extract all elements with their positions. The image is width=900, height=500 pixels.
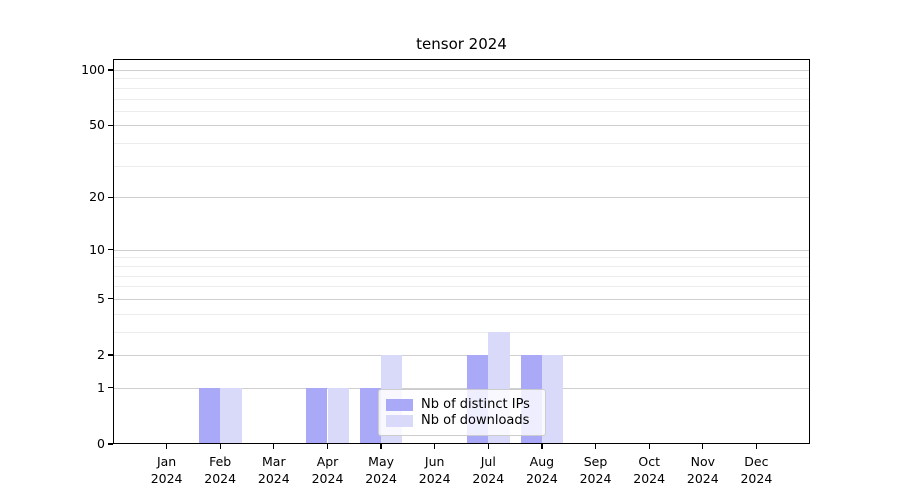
y-tick-mark — [108, 298, 113, 300]
legend-swatch-distinct-ips — [386, 398, 413, 411]
y-gridline-minor — [113, 275, 810, 277]
x-tick-label: Jan 2024 — [150, 454, 183, 486]
legend-label-distinct-ips: Nb of distinct IPs — [421, 397, 530, 412]
y-gridline-major — [113, 197, 810, 199]
x-tick-mark — [434, 444, 436, 449]
bar-downloads — [327, 387, 349, 444]
bar-downloads — [541, 355, 564, 444]
chart-title: tensor 2024 — [416, 35, 507, 53]
x-tick-label: Jul 2024 — [472, 454, 505, 486]
x-tick-label: Jun 2024 — [418, 454, 451, 486]
x-tick-mark — [594, 444, 597, 449]
x-tick-label: Oct 2024 — [633, 454, 666, 486]
x-tick-mark — [541, 444, 543, 449]
y-tick-label: 1 — [97, 379, 105, 395]
y-gridline-minor — [113, 78, 810, 80]
x-tick-label: May 2024 — [365, 454, 397, 486]
y-gridline-minor — [113, 110, 810, 112]
y-gridline-major — [113, 249, 810, 251]
y-tick-label: 100 — [81, 61, 105, 77]
legend-label-downloads: Nb of downloads — [421, 413, 530, 428]
y-gridline-minor — [113, 286, 810, 288]
y-tick-mark — [108, 354, 113, 356]
y-gridline-major — [113, 125, 810, 127]
y-tick-label: 2 — [97, 347, 105, 362]
x-tick-label: Nov 2024 — [686, 454, 719, 486]
plot-area — [113, 59, 810, 444]
x-tick-label: Aug 2024 — [525, 454, 558, 486]
y-gridline-minor — [113, 331, 810, 333]
bar-distinct-ips — [306, 387, 328, 444]
y-gridline-minor — [113, 143, 810, 144]
y-gridline-major — [113, 355, 810, 356]
legend-item-distinct-ips: Nb of distinct IPs — [386, 397, 537, 412]
y-gridline-minor — [113, 265, 810, 267]
y-tick-mark — [108, 69, 113, 71]
x-tick-mark — [648, 444, 650, 449]
x-tick-mark — [380, 444, 382, 449]
y-gridline-minor — [113, 313, 810, 315]
bar-distinct-ips — [198, 387, 221, 444]
y-gridline-minor — [113, 165, 810, 167]
y-tick-label: 10 — [89, 241, 105, 257]
x-tick-mark — [273, 444, 275, 449]
y-gridline-minor — [113, 257, 810, 259]
y-tick-label: 5 — [97, 290, 105, 306]
y-tick-mark — [108, 387, 113, 389]
x-tick-mark — [165, 444, 168, 449]
x-tick-label: Feb 2024 — [204, 454, 237, 486]
x-tick-mark — [702, 444, 704, 449]
legend-swatch-downloads — [386, 414, 413, 427]
legend: Nb of distinct IPs Nb of downloads — [378, 389, 546, 436]
y-tick-label: 0 — [97, 436, 105, 451]
y-tick-mark — [108, 124, 113, 126]
y-tick-mark — [108, 196, 113, 198]
y-tick-label: 20 — [89, 189, 105, 205]
y-gridline-minor — [113, 87, 810, 89]
y-tick-mark — [108, 248, 113, 251]
x-tick-label: Sep 2024 — [579, 454, 612, 486]
y-tick-label: 50 — [89, 117, 105, 133]
y-gridline-major — [113, 387, 810, 389]
x-tick-label: Dec 2024 — [740, 454, 773, 486]
x-tick-mark — [326, 444, 329, 449]
x-tick-label: Mar 2024 — [257, 454, 290, 486]
x-tick-mark — [755, 444, 758, 449]
bar-distinct-ips — [359, 387, 381, 444]
y-gridline-major — [113, 298, 810, 300]
x-tick-mark — [219, 444, 221, 449]
x-tick-label: Apr 2024 — [311, 454, 344, 486]
bar-downloads — [220, 387, 242, 444]
x-tick-mark — [487, 444, 489, 449]
y-gridline-minor — [113, 98, 810, 100]
legend-item-downloads: Nb of downloads — [386, 413, 537, 428]
y-gridline-major — [113, 69, 810, 71]
y-tick-mark — [108, 443, 113, 445]
